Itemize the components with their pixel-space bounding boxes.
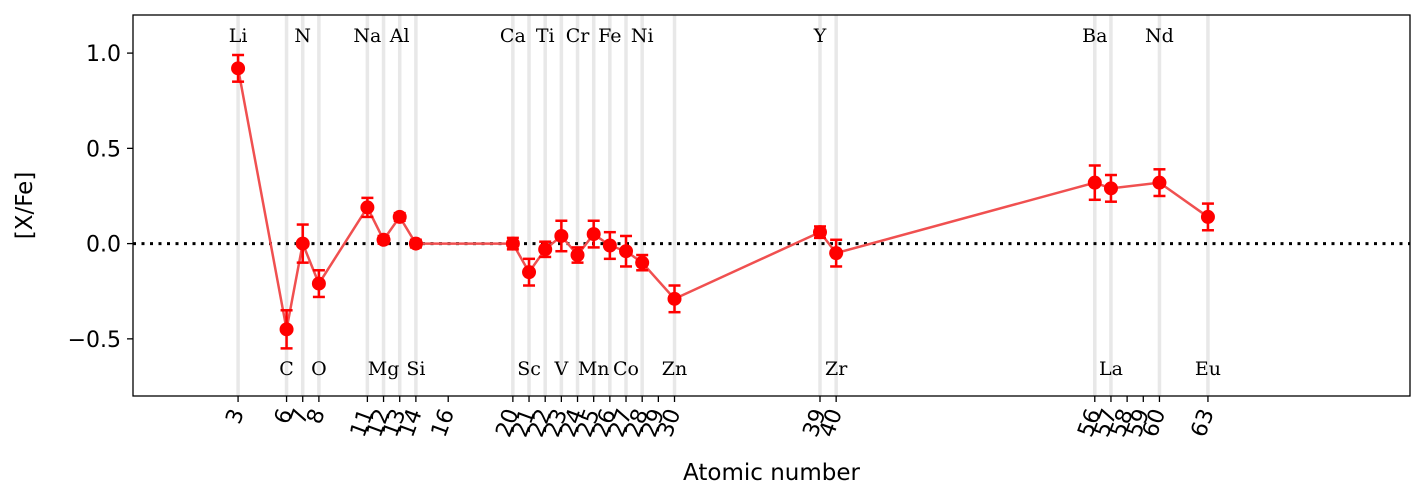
element-labels-top: Li N Na Al Ca Ti Cr Fe Ni Y Ba Nd xyxy=(229,25,1174,47)
element-labels-bottom: C O Mg Si Sc V Mn Co Zn Zr La Eu xyxy=(279,358,1221,380)
element-label: Li xyxy=(229,25,248,47)
series-line xyxy=(236,68,1209,330)
data-point xyxy=(360,200,375,215)
element-label: V xyxy=(553,358,568,380)
element-label: O xyxy=(311,358,327,380)
data-point xyxy=(392,209,407,224)
data-point xyxy=(1087,175,1102,190)
data-point xyxy=(570,248,585,263)
data-point xyxy=(586,227,601,242)
element-label: Eu xyxy=(1195,358,1221,380)
element-label: Zn xyxy=(662,358,687,380)
element-label: Fe xyxy=(598,25,621,47)
element-label: N xyxy=(294,25,311,47)
data-point xyxy=(279,322,294,337)
data-point xyxy=(619,244,634,259)
x-tick-label: 63 xyxy=(1187,406,1220,441)
element-label: Y xyxy=(813,25,827,47)
data-point xyxy=(812,225,827,240)
data-point xyxy=(554,228,569,243)
element-label: Mg xyxy=(368,358,400,380)
data-point xyxy=(231,61,246,76)
y-axis-title: [X/Fe] xyxy=(12,172,38,240)
x-tick-label: 3 xyxy=(222,406,250,428)
element-label: Nd xyxy=(1145,25,1174,47)
element-guide-lines xyxy=(236,15,1210,396)
element-label: Zr xyxy=(825,358,848,380)
data-point xyxy=(311,276,326,291)
element-label: Ba xyxy=(1082,25,1107,47)
data-point xyxy=(1152,175,1167,190)
x-tick-label: 16 xyxy=(427,406,460,441)
element-label: Mn xyxy=(578,358,610,380)
y-axis: −0.5 0.0 0.5 1.0 xyxy=(68,42,133,353)
data-point xyxy=(829,246,844,261)
y-tick-label: −0.5 xyxy=(68,328,121,353)
data-points xyxy=(231,61,1215,337)
element-label: Cr xyxy=(566,25,591,47)
plot-frame xyxy=(132,14,1411,397)
data-point xyxy=(602,238,617,253)
data-point xyxy=(538,242,553,257)
element-label: C xyxy=(279,358,294,380)
element-label: Al xyxy=(389,25,410,47)
data-point xyxy=(522,265,537,280)
data-point xyxy=(1103,181,1118,196)
data-point xyxy=(408,236,423,251)
x-axis-title: Atomic number xyxy=(683,460,860,486)
element-label: Na xyxy=(353,25,381,47)
data-point xyxy=(505,236,520,251)
element-label: Ni xyxy=(631,25,654,47)
error-bars xyxy=(232,53,1214,350)
element-label: Co xyxy=(613,358,639,380)
element-label: Si xyxy=(406,358,425,380)
data-point xyxy=(376,232,391,247)
element-label: Ca xyxy=(500,25,526,47)
data-point xyxy=(295,236,310,251)
element-label: Sc xyxy=(517,358,541,380)
y-tick-label: 0.0 xyxy=(86,233,121,258)
y-tick-label: 0.5 xyxy=(86,137,121,162)
data-point xyxy=(667,291,682,306)
data-point xyxy=(635,255,650,270)
y-tick-label: 1.0 xyxy=(86,42,121,67)
element-label: Ti xyxy=(536,25,555,47)
data-point xyxy=(1200,209,1215,224)
element-label: La xyxy=(1099,358,1123,380)
